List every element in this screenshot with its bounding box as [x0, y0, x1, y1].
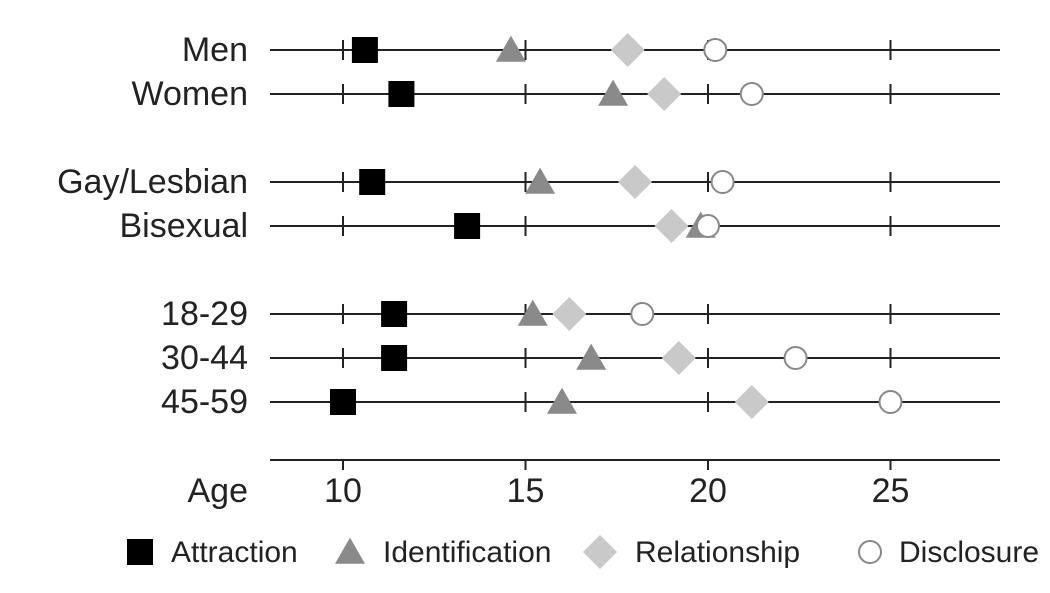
legend-label: Relationship [635, 536, 800, 569]
x-tick-label: 10 [324, 472, 362, 510]
row-label: Bisexual [119, 207, 248, 245]
x-tick-label: 25 [872, 472, 910, 510]
row-label: 30-44 [161, 339, 248, 377]
disclosure-marker [704, 39, 726, 61]
attraction-marker [381, 301, 407, 327]
row-label: 45-59 [161, 383, 248, 421]
chart-svg: Men Women Gay/Lesbian Bisexual 18-29 30-44 45-… [0, 0, 1050, 593]
disclosure-marker [631, 303, 653, 325]
row-label: Women [131, 75, 248, 113]
attraction-marker [352, 37, 378, 63]
x-tick-label: 15 [507, 472, 545, 510]
disclosure-marker [859, 541, 881, 563]
disclosure-marker [697, 215, 719, 237]
legend-item: Attraction [127, 536, 298, 569]
disclosure-marker [712, 171, 734, 193]
x-tick-label: 20 [689, 472, 727, 510]
attraction-marker [388, 81, 414, 107]
legend-label: Disclosure [899, 536, 1039, 569]
attraction-marker [127, 539, 153, 565]
row-label: Gay/Lesbian [57, 163, 248, 201]
attraction-marker [359, 169, 385, 195]
attraction-marker [381, 345, 407, 371]
disclosure-marker [785, 347, 807, 369]
attraction-marker [330, 389, 356, 415]
chart-container: Men Women Gay/Lesbian Bisexual 18-29 30-44 45-… [0, 0, 1050, 593]
axis-title: Age [188, 472, 249, 510]
disclosure-marker [880, 391, 902, 413]
row-label: 18-29 [161, 295, 248, 333]
disclosure-marker [741, 83, 763, 105]
legend-label: Attraction [171, 536, 298, 569]
row-label: Men [182, 31, 248, 69]
attraction-marker [454, 213, 480, 239]
legend-label: Identification [383, 536, 551, 569]
